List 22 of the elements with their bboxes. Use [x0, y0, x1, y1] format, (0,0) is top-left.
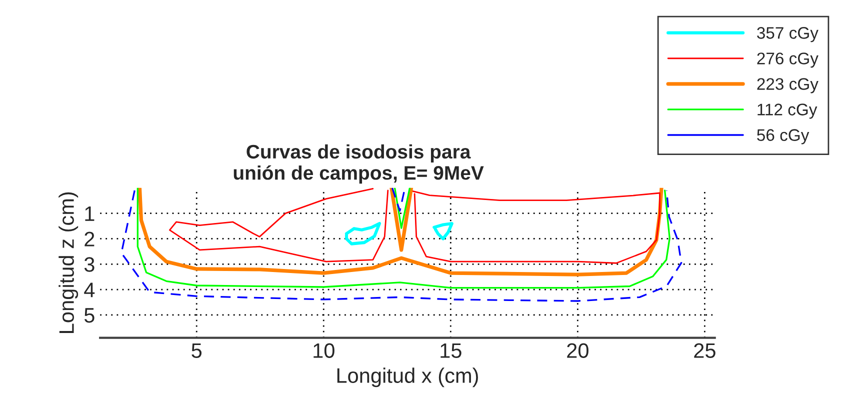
line-series	[344, 222, 382, 246]
y-tick-label: 1	[85, 206, 94, 221]
x-tick-label: 25	[694, 343, 716, 358]
x-tick-label: 10	[314, 343, 334, 358]
legend-label: 357 cGy	[757, 27, 818, 42]
legend-label: 112 cGy	[758, 104, 818, 119]
y-tick-label: 3	[84, 257, 94, 272]
y-axis-title: Longitud z (cm)	[58, 192, 78, 333]
x-tick-label: 5	[192, 343, 202, 358]
x-tick-label: 15	[440, 343, 462, 358]
line-series	[120, 190, 682, 302]
line-series	[168, 188, 389, 262]
chart-title: Curvas de isodosis para unión de campos, E= 9MeV	[234, 144, 484, 184]
legend-label: 56 cGy	[757, 129, 810, 144]
x-tick-label: 20	[567, 343, 588, 358]
y-tick-label: 5	[84, 308, 94, 323]
x-axis-title: Longitud x (cm)	[337, 368, 478, 388]
line-series	[432, 222, 454, 240]
legend-label: 276 cGy	[757, 52, 818, 68]
y-tick-label: 2	[84, 232, 94, 246]
legend-label: 223 cGy	[757, 78, 818, 94]
y-tick-label: 4	[84, 282, 95, 298]
